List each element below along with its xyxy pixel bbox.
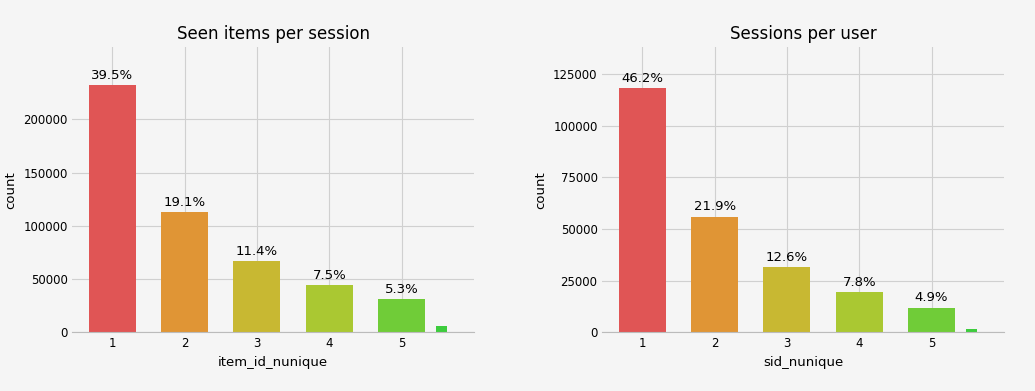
Bar [966, 329, 977, 332]
Text: 11.4%: 11.4% [236, 244, 278, 258]
Bar [436, 326, 447, 332]
Text: 12.6%: 12.6% [766, 251, 808, 264]
Bar [378, 300, 425, 332]
Bar [234, 261, 280, 332]
Text: 7.5%: 7.5% [313, 269, 346, 282]
Text: 7.8%: 7.8% [842, 276, 876, 289]
Title: Sessions per user: Sessions per user [730, 25, 877, 43]
Bar [764, 267, 810, 332]
Text: 39.5%: 39.5% [91, 69, 134, 82]
Y-axis label: count: count [534, 171, 548, 208]
Bar [161, 212, 208, 332]
Text: 46.2%: 46.2% [621, 72, 663, 85]
Title: Seen items per session: Seen items per session [177, 25, 369, 43]
Bar [89, 85, 136, 332]
X-axis label: item_id_nunique: item_id_nunique [218, 356, 328, 369]
Bar [619, 88, 666, 332]
Bar [908, 308, 955, 332]
X-axis label: sid_nunique: sid_nunique [763, 356, 844, 369]
Text: 19.1%: 19.1% [164, 196, 206, 208]
Bar [835, 292, 883, 332]
Bar [691, 217, 738, 332]
Text: 4.9%: 4.9% [915, 291, 948, 304]
Text: 5.3%: 5.3% [385, 283, 418, 296]
Text: 21.9%: 21.9% [693, 200, 736, 213]
Y-axis label: count: count [5, 171, 18, 208]
Bar [305, 285, 353, 332]
